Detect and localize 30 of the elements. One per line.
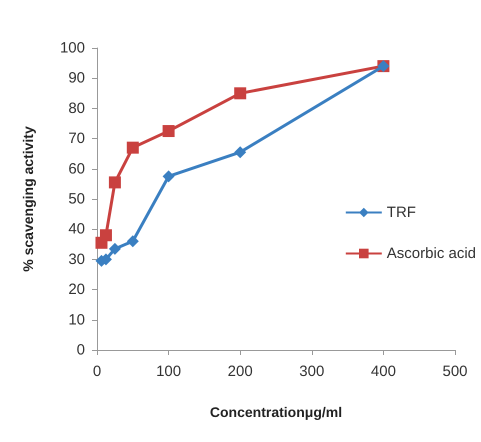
point — [108, 242, 121, 255]
point — [100, 229, 112, 242]
y-tick-label: 20 — [68, 281, 85, 298]
y-tick-label: 60 — [68, 160, 85, 178]
y-tick-label: 10 — [68, 311, 85, 328]
y-tick-label: 30 — [68, 250, 85, 268]
point — [234, 146, 246, 158]
x-axis-title: Concentrationμg/ml — [210, 404, 342, 420]
x-tick-label: 300 — [299, 363, 324, 380]
x-tick-label: 200 — [228, 363, 253, 380]
x-tick-label: 0 — [92, 363, 102, 380]
x-tick-label: 500 — [442, 363, 468, 380]
y-tick-label: 70 — [68, 130, 85, 148]
point — [162, 125, 175, 138]
y-tick-label: 0 — [76, 342, 85, 358]
y-tick-label: 50 — [68, 190, 85, 208]
point — [126, 142, 139, 154]
x-tick-label: 100 — [156, 363, 182, 380]
x-tick-label: 400 — [370, 363, 396, 380]
point — [108, 176, 121, 188]
y-axis-title: % scavenging activity — [20, 126, 36, 272]
legend-label: Ascorbic acid — [386, 245, 476, 262]
point — [126, 235, 139, 248]
y-tick-label: 40 — [68, 220, 85, 238]
y-tick-label: 90 — [68, 70, 85, 87]
legend-label: TRF — [386, 204, 416, 221]
y-tick-label: 100 — [60, 40, 85, 56]
point — [234, 87, 246, 100]
y-tick-label: 80 — [68, 100, 85, 117]
point — [162, 170, 175, 182]
